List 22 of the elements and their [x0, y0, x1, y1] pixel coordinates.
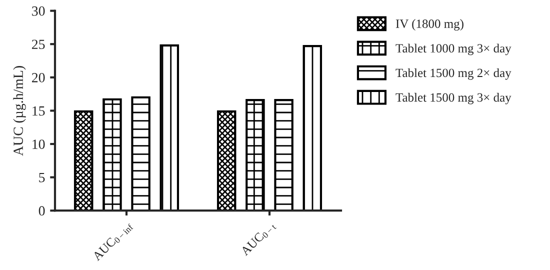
y-tick-label: 5: [39, 173, 45, 182]
x-tick-label: AUC$_{0−t}$: [240, 220, 277, 258]
y-axis-title: AUC (µg.h/mL): [13, 66, 26, 156]
bar: [274, 99, 294, 211]
bar: [302, 45, 322, 211]
legend-label: IV (1800 mg): [396, 19, 464, 31]
bar: [74, 110, 94, 211]
y-tick-label: 15: [32, 106, 45, 116]
y-tick-label: 20: [32, 72, 45, 82]
y-tick-label: 30: [32, 6, 45, 16]
bar: [131, 96, 150, 211]
legend-label: Tablet 1500 mg 3× day: [396, 92, 512, 104]
y-tick-label: 25: [32, 40, 45, 50]
x-tick-label: AUC$_{0−inf}$: [92, 220, 134, 262]
bar: [216, 110, 236, 211]
y-tick-label: 10: [32, 140, 45, 149]
legend-label: Tablet 1000 mg 3× day: [396, 44, 512, 56]
bar: [160, 44, 180, 211]
bar: [246, 99, 265, 211]
legend-label: Tablet 1500 mg 2× day: [396, 68, 512, 80]
bar: [102, 98, 122, 211]
y-tick-label: 0: [38, 206, 45, 216]
